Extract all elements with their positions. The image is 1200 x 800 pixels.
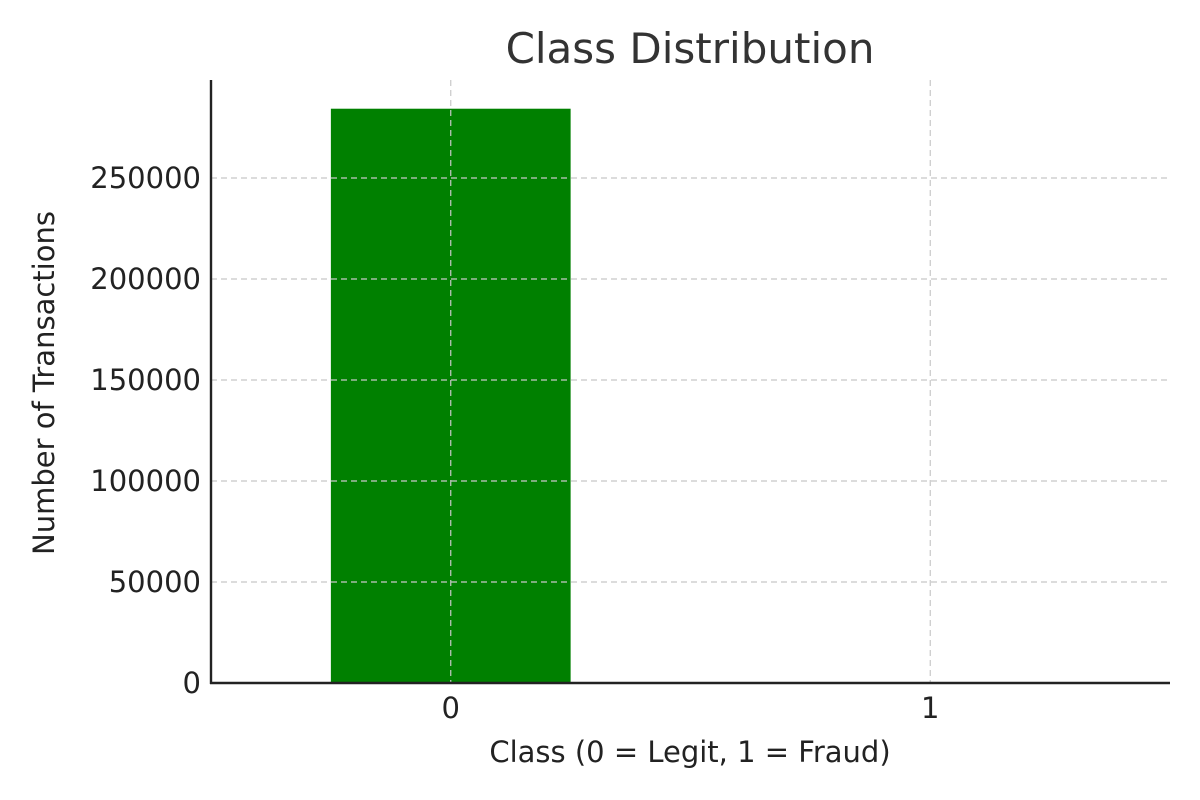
y-tick-label: 0 <box>183 666 201 700</box>
y-axis-label: Number of Transactions <box>27 211 61 555</box>
grid <box>211 80 1170 683</box>
axes <box>209 80 1170 685</box>
y-tick-label: 200000 <box>90 262 201 296</box>
x-axis-label: Class (0 = Legit, 1 = Fraud) <box>489 735 890 769</box>
y-tick-label: 100000 <box>90 464 201 498</box>
bars <box>330 108 1051 683</box>
x-tick-label: 0 <box>442 691 460 725</box>
y-ticks: 0 50000 100000 150000 200000 250000 <box>90 161 201 700</box>
y-tick-label: 50000 <box>109 565 201 599</box>
chart-title: Class Distribution <box>506 24 875 73</box>
y-tick-label: 150000 <box>90 363 201 397</box>
x-tick-label: 1 <box>921 691 939 725</box>
y-tick-label: 250000 <box>90 161 201 195</box>
